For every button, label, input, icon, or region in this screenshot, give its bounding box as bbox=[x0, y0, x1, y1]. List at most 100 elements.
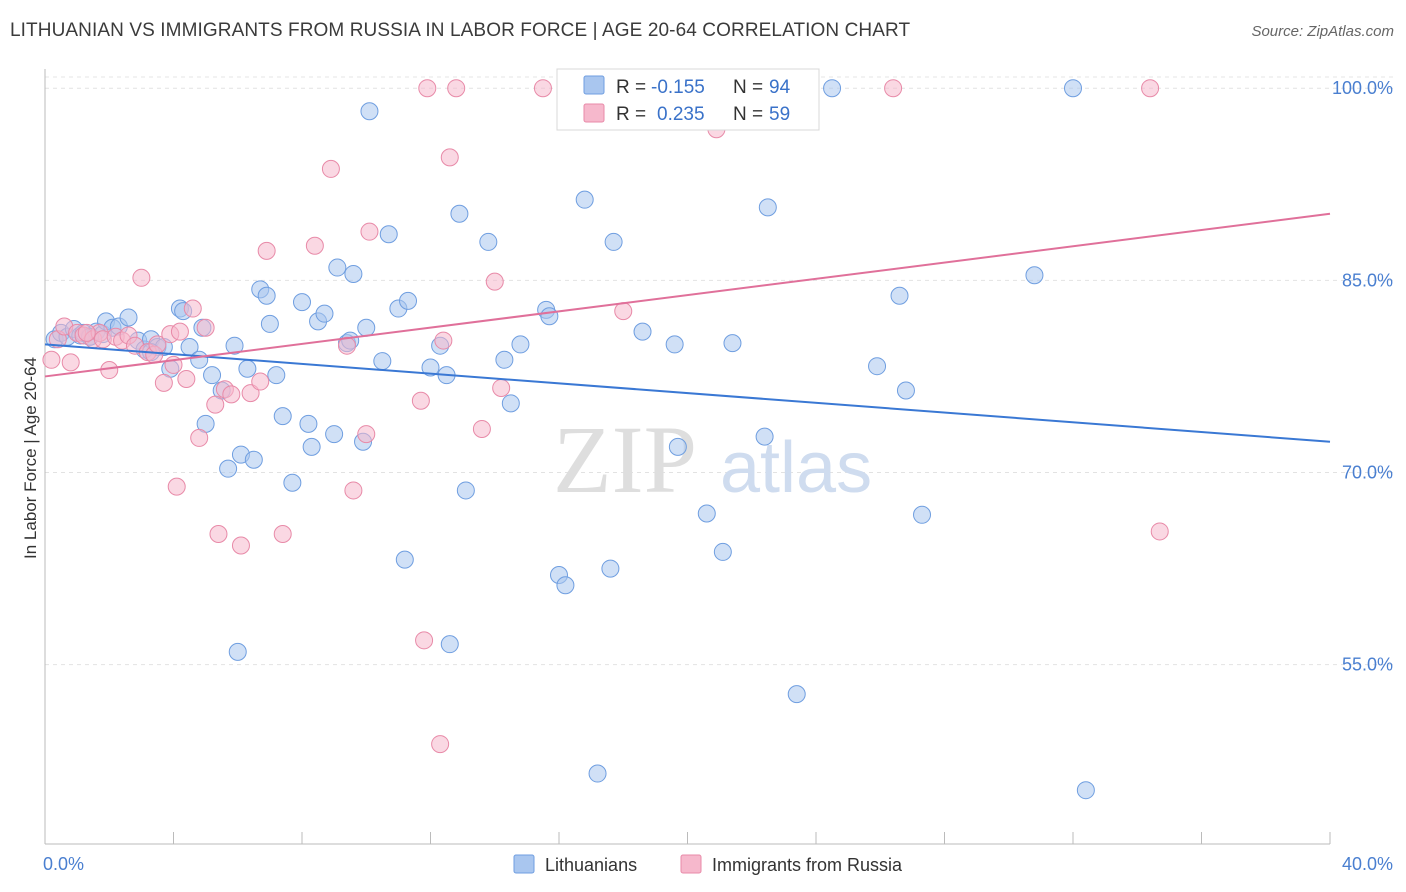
axes bbox=[44, 69, 1331, 845]
data-point bbox=[415, 631, 434, 650]
data-point bbox=[588, 764, 607, 783]
data-point bbox=[456, 481, 475, 500]
data-point bbox=[1025, 266, 1044, 285]
data-point bbox=[267, 366, 286, 385]
data-point bbox=[328, 258, 347, 277]
data-point bbox=[228, 642, 247, 661]
data-point bbox=[321, 159, 340, 178]
data-point bbox=[283, 473, 302, 492]
trend-line-immigrants bbox=[44, 212, 1331, 378]
data-point bbox=[325, 425, 344, 444]
data-point bbox=[190, 428, 209, 447]
legend-swatch-blue bbox=[583, 75, 605, 95]
legend-n-value-pink: 59 bbox=[769, 104, 790, 125]
data-point bbox=[42, 350, 61, 369]
chart-title: LITHUANIAN VS IMMIGRANTS FROM RUSSIA IN … bbox=[10, 20, 911, 41]
watermark-zip: ZIP bbox=[553, 406, 697, 513]
trend-line-lithuanians bbox=[44, 343, 1331, 443]
data-point bbox=[633, 322, 652, 341]
data-point bbox=[540, 307, 559, 326]
data-point bbox=[273, 525, 292, 543]
legend-r-value-pink: 0.235 bbox=[657, 104, 705, 125]
data-point bbox=[77, 323, 96, 342]
data-point bbox=[209, 525, 228, 543]
data-point bbox=[344, 264, 363, 283]
data-point bbox=[868, 357, 887, 376]
data-point bbox=[244, 450, 263, 469]
data-point bbox=[495, 350, 514, 369]
series-immigrants-from-russia bbox=[42, 79, 1169, 754]
bottom-legend-swatch-lithuanians bbox=[513, 854, 535, 874]
data-point bbox=[758, 198, 777, 217]
data-point bbox=[913, 505, 932, 524]
data-point bbox=[479, 232, 498, 251]
data-point bbox=[203, 366, 222, 385]
data-point bbox=[884, 79, 903, 98]
bottom-legend-label-immigrants: Immigrants from Russia bbox=[712, 855, 903, 875]
data-point bbox=[357, 318, 376, 337]
data-point bbox=[315, 304, 334, 323]
data-point bbox=[238, 359, 257, 378]
data-point bbox=[418, 79, 437, 98]
data-point bbox=[533, 79, 552, 98]
data-point bbox=[723, 334, 742, 353]
data-point bbox=[575, 190, 594, 209]
data-point bbox=[241, 384, 260, 403]
legend-n-value-blue: 94 bbox=[769, 77, 791, 98]
data-point bbox=[713, 542, 732, 561]
data-point bbox=[614, 302, 633, 321]
data-point bbox=[119, 308, 138, 327]
data-point bbox=[154, 373, 173, 392]
data-point bbox=[1141, 79, 1160, 98]
data-point bbox=[373, 352, 392, 371]
data-point bbox=[61, 353, 80, 372]
source-label: Source: ZipAtlas.com bbox=[1251, 23, 1394, 40]
data-point bbox=[472, 419, 491, 438]
data-point bbox=[273, 407, 292, 426]
data-point bbox=[1076, 781, 1095, 800]
data-point bbox=[1150, 522, 1169, 541]
data-point bbox=[257, 286, 276, 305]
data-point bbox=[360, 222, 379, 241]
y-tick-labels: 100.0% 85.0% 70.0% 55.0% bbox=[1332, 78, 1393, 674]
data-point bbox=[170, 322, 189, 341]
x-tick-label-max: 40.0% bbox=[1342, 854, 1393, 874]
trend-lines bbox=[44, 212, 1331, 443]
data-point bbox=[492, 378, 511, 397]
data-point bbox=[293, 293, 311, 312]
bottom-legend-swatch-immigrants bbox=[680, 854, 702, 874]
data-point bbox=[257, 241, 276, 260]
legend-n-label-pink: N = bbox=[733, 104, 763, 125]
data-point bbox=[222, 385, 241, 404]
data-point bbox=[501, 394, 520, 413]
y-tick-label-0: 100.0% bbox=[1332, 78, 1393, 98]
y-tick-label-1: 85.0% bbox=[1342, 270, 1393, 290]
data-point bbox=[447, 79, 466, 98]
data-point bbox=[302, 437, 321, 456]
data-point bbox=[167, 477, 186, 496]
data-point bbox=[485, 272, 504, 291]
data-point bbox=[399, 291, 418, 310]
x-tick-label-min: 0.0% bbox=[43, 854, 84, 874]
watermark-atlas: atlas bbox=[720, 428, 872, 508]
data-point bbox=[190, 350, 209, 369]
data-point bbox=[440, 635, 459, 654]
data-point bbox=[360, 102, 379, 121]
legend-r-label-pink: R = bbox=[616, 104, 646, 125]
legend-r-label-blue: R = bbox=[616, 77, 646, 98]
legend-r-value-blue: -0.155 bbox=[651, 77, 705, 98]
data-point bbox=[395, 550, 414, 569]
data-point bbox=[421, 358, 440, 377]
legend-n-label-blue: N = bbox=[733, 77, 763, 98]
y-tick-label-3: 55.0% bbox=[1342, 655, 1393, 675]
data-point bbox=[1064, 79, 1082, 98]
y-axis-label: In Labor Force | Age 20-64 bbox=[21, 357, 40, 559]
data-point bbox=[787, 685, 806, 704]
legend-swatch-pink bbox=[583, 103, 605, 123]
data-point bbox=[305, 236, 324, 255]
data-point bbox=[219, 459, 238, 478]
data-point bbox=[260, 314, 279, 333]
bottom-legend-label-lithuanians: Lithuanians bbox=[545, 855, 637, 875]
data-point bbox=[231, 536, 250, 555]
